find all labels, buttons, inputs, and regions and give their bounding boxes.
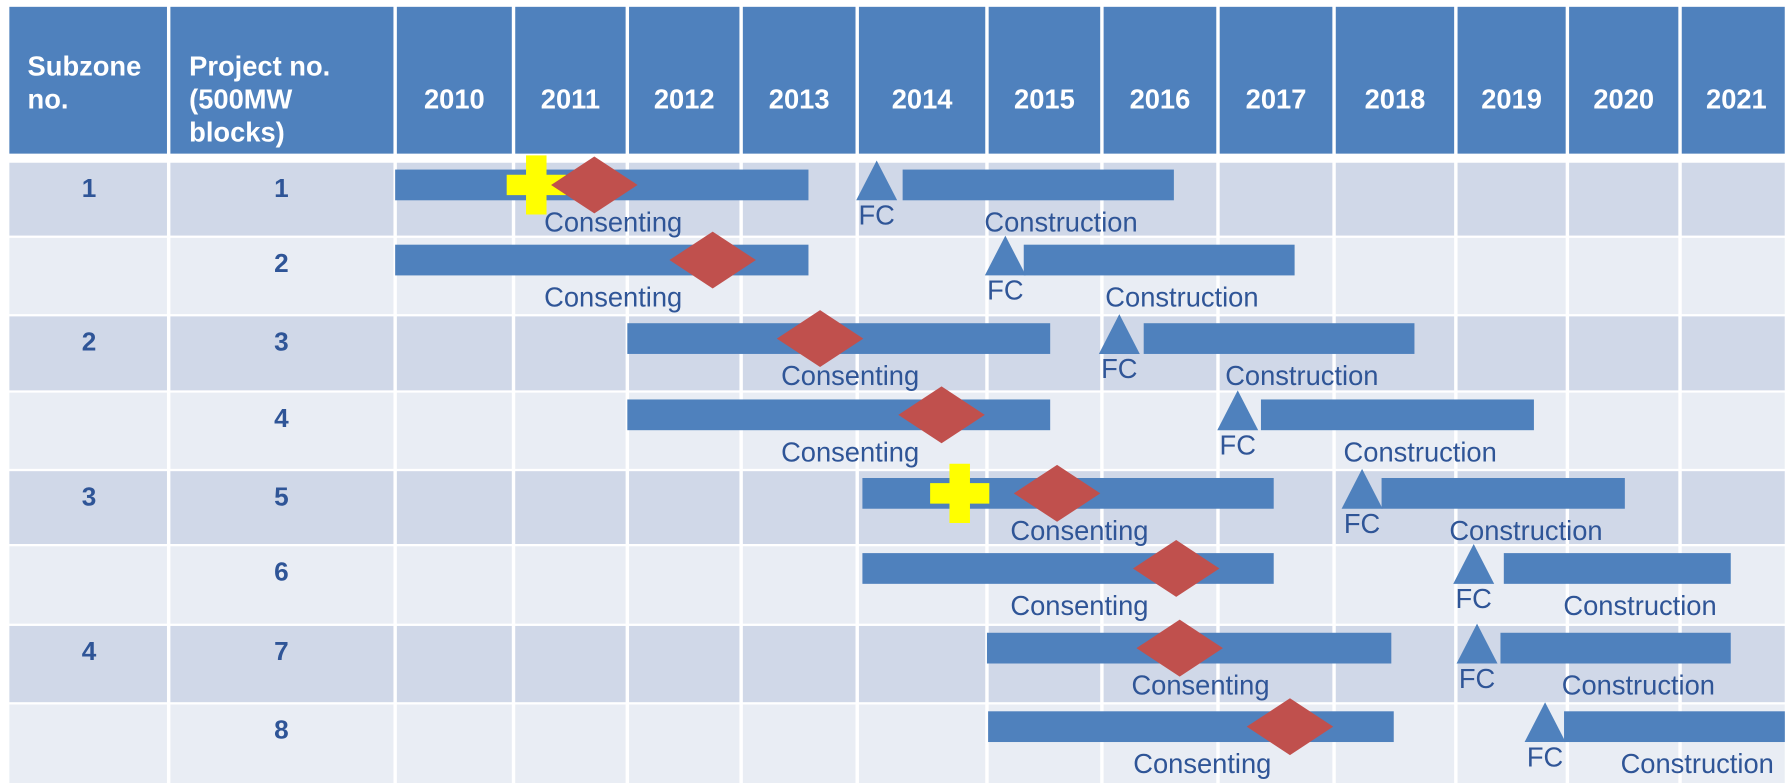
subzone-no: 3 <box>82 481 97 511</box>
subzone-no: 2 <box>82 327 97 357</box>
header-text: (500MW <box>189 84 292 115</box>
project-no: 6 <box>274 556 289 586</box>
subzone-no: 4 <box>82 636 97 666</box>
consenting-label: Consenting <box>1010 515 1148 546</box>
consenting-label: Consenting <box>1010 590 1148 621</box>
construction-bar <box>1500 632 1731 664</box>
construction-bar <box>1381 477 1625 509</box>
year-header: 2019 <box>1481 84 1542 115</box>
construction-label: Construction <box>1621 748 1774 779</box>
construction-label: Construction <box>1563 590 1716 621</box>
project-no: 1 <box>274 173 289 203</box>
consenting-milestone <box>669 231 756 289</box>
row-bg <box>9 162 1785 236</box>
consenting-label: Consenting <box>544 206 682 237</box>
fc-label: FC <box>1220 429 1256 460</box>
fc-label: FC <box>1344 508 1380 539</box>
fc-label: FC <box>1456 583 1492 614</box>
year-header: 2012 <box>654 84 715 115</box>
construction-label: Construction <box>1449 515 1602 546</box>
header-text: no. <box>28 84 69 115</box>
fc-milestone <box>1453 544 1495 584</box>
consenting-milestone <box>1246 698 1334 756</box>
fc-milestone <box>984 235 1026 276</box>
project-no: 8 <box>274 715 289 745</box>
construction-label: Construction <box>1344 436 1497 467</box>
construction-label: Construction <box>984 206 1137 237</box>
subzone-no: 1 <box>82 173 97 203</box>
row-bg <box>9 625 1785 703</box>
construction-bar <box>1564 711 1785 743</box>
fc-milestone <box>856 160 898 201</box>
year-header: 2010 <box>424 84 485 115</box>
year-header: 2021 <box>1706 84 1767 115</box>
project-no: 7 <box>274 636 289 666</box>
fc-milestone <box>1341 468 1383 509</box>
fc-label: FC <box>1527 741 1563 772</box>
year-header: 2015 <box>1014 84 1075 115</box>
header-bg <box>9 6 1785 154</box>
project-no: 3 <box>274 327 289 357</box>
project-no: 4 <box>274 403 289 433</box>
header-text: blocks) <box>189 117 285 148</box>
year-header: 2013 <box>769 84 830 115</box>
fc-milestone <box>1098 314 1140 354</box>
construction-bar <box>902 169 1174 201</box>
year-header: 2017 <box>1246 84 1307 115</box>
year-header: 2011 <box>541 84 600 115</box>
header-text: Project no. <box>189 51 330 82</box>
consenting-label: Consenting <box>781 360 919 391</box>
consenting-milestone <box>1136 619 1223 677</box>
construction-label: Construction <box>1225 360 1378 391</box>
consenting-label: Consenting <box>1133 748 1271 779</box>
construction-label: Construction <box>1105 282 1258 313</box>
fc-label: FC <box>987 275 1023 306</box>
construction-bar <box>1260 399 1534 431</box>
consenting-bar <box>627 399 1051 431</box>
construction-bar <box>1023 244 1295 276</box>
consenting-label: Consenting <box>781 436 919 467</box>
consenting-label: Consenting <box>1131 670 1269 701</box>
consenting-label: Consenting <box>544 282 682 313</box>
year-header: 2016 <box>1130 84 1191 115</box>
project-no: 5 <box>274 481 289 511</box>
header-text: Subzone <box>28 51 142 82</box>
cross-marker <box>930 463 990 523</box>
consenting-milestone <box>1132 540 1220 597</box>
construction-bar <box>1143 323 1415 354</box>
year-header: 2020 <box>1593 84 1654 115</box>
fc-label: FC <box>1101 353 1137 384</box>
project-no: 2 <box>274 248 289 278</box>
fc-milestone <box>1524 702 1566 743</box>
row-bg <box>9 704 1785 783</box>
year-header: 2018 <box>1365 84 1426 115</box>
row-bg <box>9 237 1785 315</box>
fc-label: FC <box>1459 663 1495 694</box>
fc-milestone <box>1217 390 1259 431</box>
construction-bar <box>1503 553 1731 584</box>
cross-marker <box>506 155 566 215</box>
fc-milestone <box>1456 623 1498 664</box>
fc-label: FC <box>858 200 894 231</box>
year-header: 2014 <box>892 84 954 115</box>
construction-label: Construction <box>1562 670 1715 701</box>
